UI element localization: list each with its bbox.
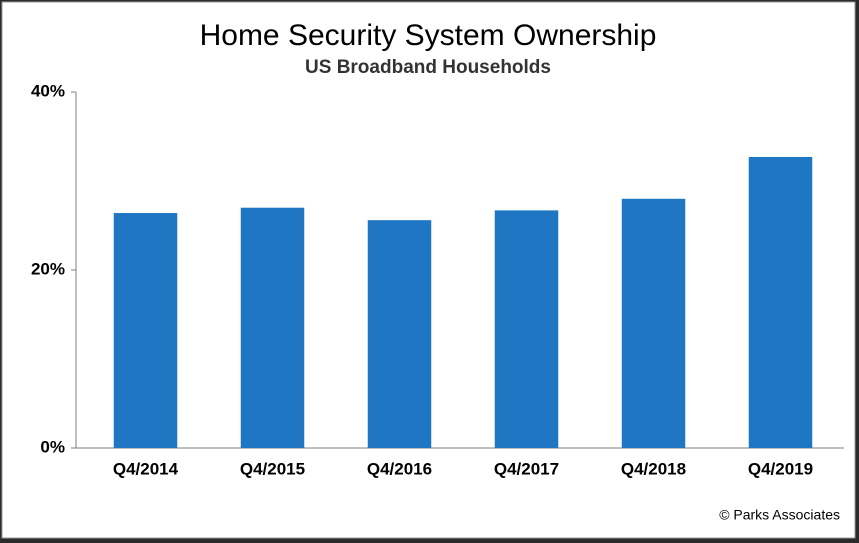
source-note: © Parks Associates: [719, 507, 840, 523]
x-tick-label: Q4/2019: [748, 459, 813, 478]
bar: [621, 198, 686, 448]
y-tick-label: 40%: [31, 81, 65, 100]
x-tick-label: Q4/2017: [494, 459, 559, 478]
bar: [494, 210, 559, 448]
x-tick-label: Q4/2014: [113, 459, 179, 478]
x-tick-label: Q4/2018: [621, 459, 686, 478]
bar: [240, 207, 305, 448]
x-tick-label: Q4/2015: [240, 459, 305, 478]
chart-title: Home Security System Ownership: [200, 19, 657, 52]
y-tick-label: 20%: [31, 259, 65, 278]
bar: [367, 220, 432, 448]
bar: [748, 156, 813, 448]
x-tick-label: Q4/2016: [367, 459, 432, 478]
bar: [113, 213, 178, 448]
y-tick-label: 0%: [40, 437, 65, 456]
chart-subtitle: US Broadband Households: [305, 57, 551, 78]
